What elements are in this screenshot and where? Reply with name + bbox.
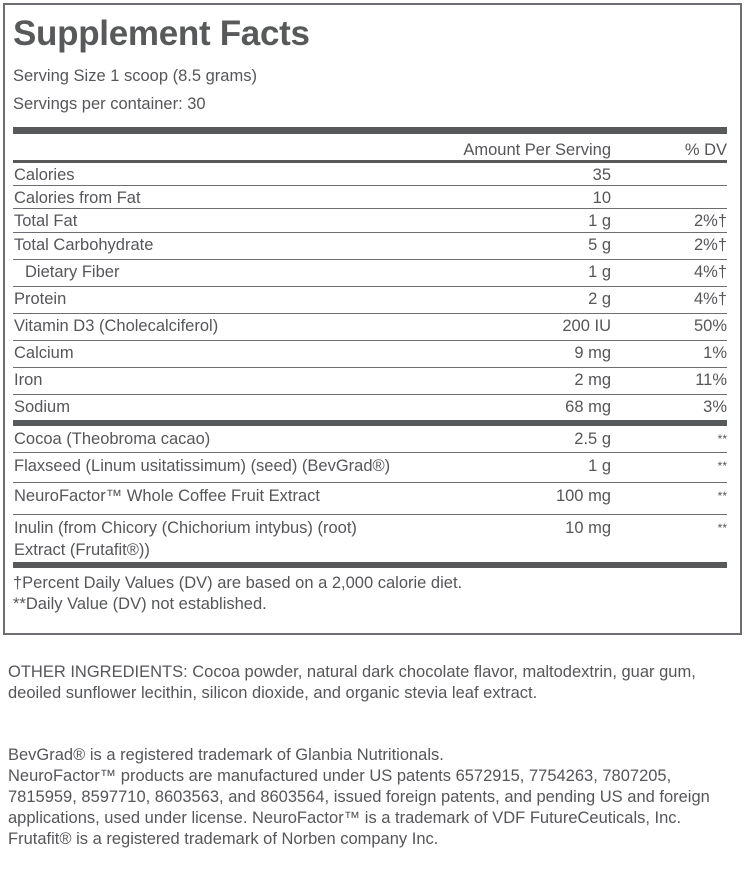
row-amount: 200 IU [562, 317, 611, 335]
row-dv: 4%† [693, 263, 727, 281]
row-name: Sodium [14, 398, 70, 416]
trademark-note: BevGrad® is a registered trademark of Gl… [8, 746, 444, 764]
ingredient-row: Inulin (from Chicory (Chichorium intybus… [13, 515, 727, 562]
row-name: Iron [14, 371, 43, 389]
row-dv: 1% [703, 344, 727, 362]
nutrient-row: Iron 2 mg 11% [13, 368, 727, 395]
nutrient-row: Total Carbohydrate 5 g 2%† [13, 233, 727, 260]
row-name: Cocoa (Theobroma cacao) [14, 430, 211, 448]
nutrient-row: Calories 35 [13, 163, 727, 186]
nutrient-row: Dietary Fiber 1 g 4%† [13, 260, 727, 287]
row-dv: ** [717, 521, 727, 535]
table-header: Amount Per Serving % DV [13, 139, 727, 163]
trademark-note: NeuroFactor™ products are manufactured u… [8, 767, 710, 827]
row-amount: 2 g [588, 290, 611, 308]
row-amount: 35 [592, 166, 611, 184]
servings-per-container: Servings per container: 30 [13, 95, 206, 113]
row-name: NeuroFactor™ Whole Coffee Fruit Extract [14, 487, 320, 505]
nutrient-row: Total Fat 1 g 2%† [13, 209, 727, 233]
nutrient-row: Vitamin D3 (Cholecalciferol) 200 IU 50% [13, 314, 727, 341]
divider-thick [13, 127, 727, 134]
row-name: Total Fat [14, 212, 78, 230]
row-dv: ** [717, 489, 727, 503]
row-amount: 1 g [588, 457, 611, 475]
row-amount: 10 [592, 189, 611, 207]
row-name: Protein [14, 290, 67, 308]
panel-title: Supplement Facts [13, 14, 310, 53]
dv-header: % DV [684, 141, 727, 159]
row-name: Flaxseed (Linum usitatissimum) (seed) (B… [14, 457, 391, 475]
row-dv: 11% [695, 371, 727, 389]
row-name: Dietary Fiber [25, 263, 120, 281]
row-amount: 2.5 g [574, 430, 611, 448]
amount-header: Amount Per Serving [463, 141, 611, 159]
row-amount: 100 mg [555, 487, 611, 505]
row-dv: 50% [693, 317, 727, 335]
nutrient-row: Sodium 68 mg 3% [13, 395, 727, 421]
row-amount: 9 mg [574, 344, 611, 362]
nutrient-row: Protein 2 g 4%† [13, 287, 727, 314]
nutrient-row: Calcium 9 mg 1% [13, 341, 727, 368]
row-amount: 1 g [588, 212, 611, 230]
facts-table: Amount Per Serving % DV Calories 35 Calori… [13, 139, 727, 615]
row-dv: 3% [703, 398, 727, 416]
ingredient-row: Cocoa (Theobroma cacao) 2.5 g ** [13, 426, 727, 453]
trademark-notes: BevGrad® is a registered trademark of Gl… [8, 745, 738, 850]
other-ingredients: OTHER INGREDIENTS: Cocoa powder, natural… [8, 663, 696, 702]
ingredient-row: NeuroFactor™ Whole Coffee Fruit Extract 1… [13, 483, 727, 515]
row-name: Inulin (from Chicory (Chichorium intybus… [14, 519, 357, 559]
serving-size: Serving Size 1 scoop (8.5 grams) [13, 67, 257, 85]
row-amount: 1 g [588, 263, 611, 281]
row-amount: 68 mg [565, 398, 611, 416]
row-amount: 5 g [588, 236, 611, 254]
row-amount: 2 mg [574, 371, 611, 389]
row-dv: 2%† [693, 236, 727, 254]
row-name: Vitamin D3 (Cholecalciferol) [14, 317, 219, 335]
ingredient-row: Flaxseed (Linum usitatissimum) (seed) (B… [13, 453, 727, 483]
row-amount: 10 mg [565, 519, 611, 537]
footnote: †Percent Daily Values (DV) are based on … [13, 574, 463, 592]
divider-thick [13, 562, 727, 568]
row-dv: 4%† [693, 290, 727, 308]
row-name: Calories from Fat [14, 189, 141, 207]
supplement-facts-panel [3, 3, 742, 635]
trademark-note: Frutafit® is a registered trademark of N… [8, 830, 439, 848]
row-name: Calories [14, 166, 75, 184]
row-dv: ** [717, 432, 727, 446]
divider-thick [13, 420, 727, 426]
footnote: **Daily Value (DV) not established. [13, 595, 267, 613]
row-name: Total Carbohydrate [14, 236, 154, 254]
row-name: Calcium [14, 344, 74, 362]
nutrient-row: Calories from Fat 10 [13, 186, 727, 209]
row-dv: ** [717, 459, 727, 473]
row-dv: 2%† [693, 212, 727, 230]
